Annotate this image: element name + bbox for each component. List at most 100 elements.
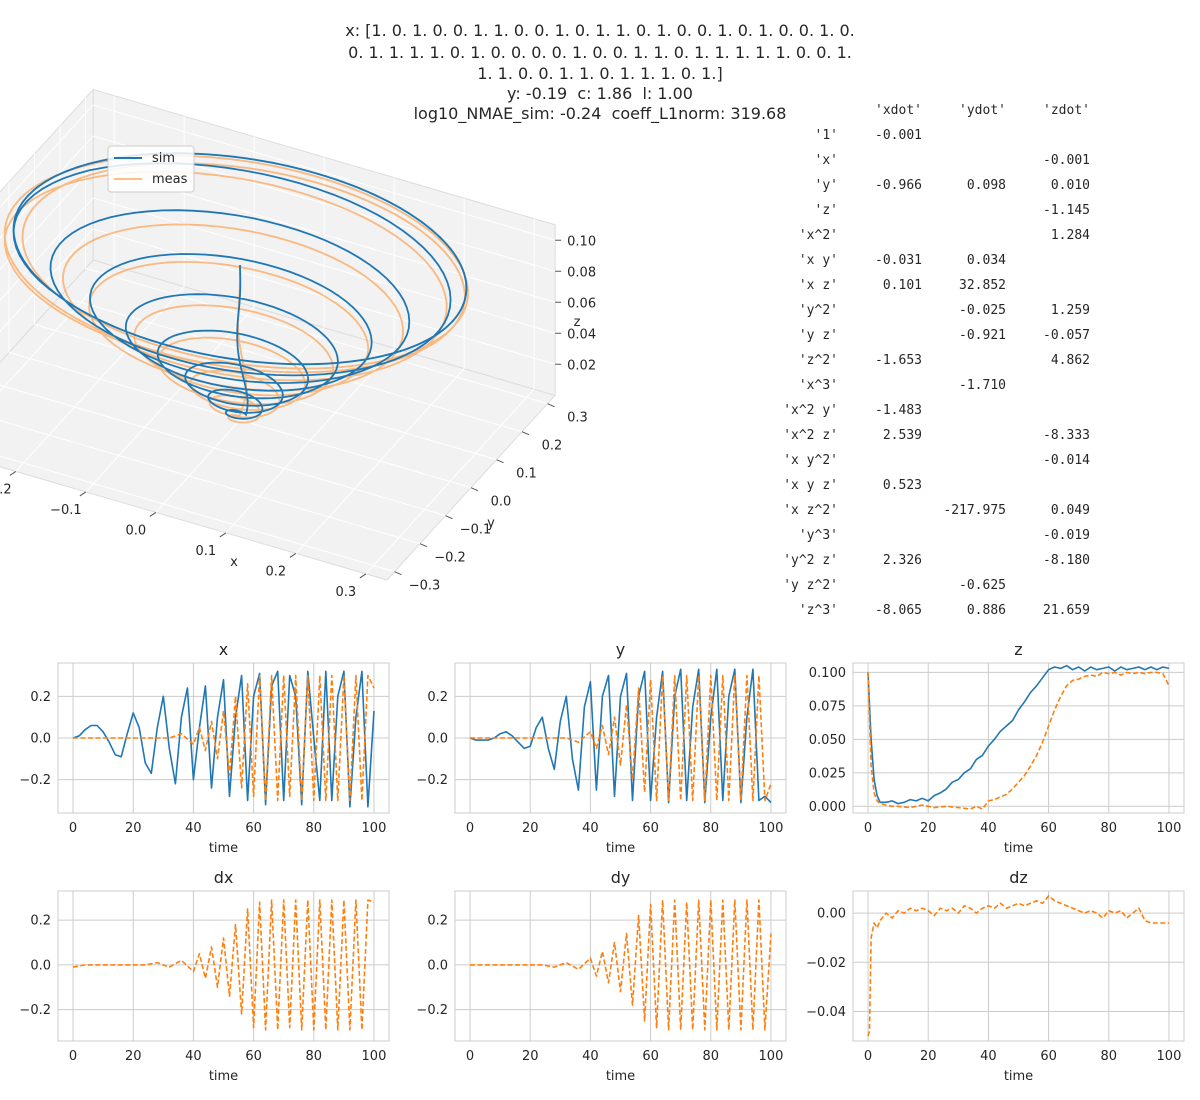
- coef-row: 'y^3' -0.019: [770, 523, 1090, 548]
- z3d-tick-label: 0.04: [567, 327, 596, 342]
- figure-title-line-2: 0. 1. 1. 1. 1. 0. 1. 0. 0. 0. 0. 1. 0. 0…: [348, 43, 852, 62]
- coef-value: -0.001: [875, 128, 922, 143]
- coef-row: 'y' -0.966 0.098 0.010: [770, 173, 1090, 198]
- figure-title-line-3: 1. 1. 0. 0. 1. 1. 0. 1. 1. 1. 0. 1.]: [477, 64, 723, 83]
- coef-row: 'z' -1.145: [770, 198, 1090, 223]
- series-line-meas-dz: [867, 895, 1169, 1037]
- coef-value: -1.653: [875, 353, 922, 368]
- coef-row: 'x' -0.001: [770, 148, 1090, 173]
- subplot-title-dx: dx: [214, 868, 234, 887]
- coef-term-label: 'z^3': [798, 603, 838, 618]
- series-line-meas-3d: [3, 154, 469, 424]
- y-tick-label-z: 0.100: [809, 666, 846, 681]
- y-tick-label-dx: −0.2: [19, 1003, 51, 1018]
- y-tick-label-x: 0.2: [30, 690, 51, 705]
- coef-header-zdot: 'zdot': [1043, 103, 1090, 118]
- axes-frame-z: [852, 662, 1185, 814]
- coef-value: -1.145: [1043, 203, 1090, 218]
- y-tick-label-dy: 0.0: [427, 958, 448, 973]
- z3d-axis-label: z: [574, 315, 581, 330]
- grid3d-y-floor: [0, 384, 446, 517]
- coef-row: 'y^2' -0.025 1.259: [770, 298, 1090, 323]
- axes-frame-x: [57, 662, 390, 814]
- x-tick-label-dy: 100: [759, 1049, 784, 1064]
- coef-term-label: 'y^2': [798, 303, 838, 318]
- coef-value: -1.710: [959, 378, 1006, 393]
- series-line-meas-z: [867, 671, 1170, 810]
- coef-term-label: 'x^2': [798, 228, 838, 243]
- coefficient-table: 'xdot' 'ydot' 'zdot' '1' -0.001'x' -0.001 '…: [770, 98, 1090, 623]
- x-tick-label-x: 0: [69, 821, 77, 836]
- y3d-tick-mark: [394, 571, 402, 576]
- x-tick-label-z: 60: [1040, 821, 1057, 836]
- coef-value: 4.862: [1050, 353, 1090, 368]
- x-axis-label-y: time: [606, 841, 635, 856]
- coef-value: -8.333: [1043, 428, 1090, 443]
- coef-value: 0.101: [882, 278, 922, 293]
- legend-label-sim: sim: [152, 151, 175, 166]
- x-axis-label-dy: time: [606, 1069, 635, 1084]
- x-tick-label-x: 40: [185, 821, 202, 836]
- z3d-tick-label: 0.02: [567, 358, 596, 373]
- coef-value: -8.180: [1043, 553, 1090, 568]
- x-axis-label-dz: time: [1004, 1069, 1033, 1084]
- x-tick-label-x: 100: [362, 821, 387, 836]
- subplot-title-y: y: [616, 640, 625, 659]
- x-tick-label-dz: 100: [1157, 1049, 1182, 1064]
- y-tick-label-dz: −0.02: [806, 956, 846, 971]
- axes-frame-dz: [852, 890, 1185, 1042]
- x-tick-label-z: 0: [864, 821, 872, 836]
- coef-term-label: 'x y^2': [783, 453, 838, 468]
- coef-value: -0.031: [875, 253, 922, 268]
- x-tick-label-z: 40: [980, 821, 997, 836]
- coef-value: 2.539: [882, 428, 922, 443]
- coef-value: -0.057: [1043, 328, 1090, 343]
- coef-header-row: 'xdot' 'ydot' 'zdot': [770, 98, 1090, 123]
- axes-frame-y: [454, 662, 787, 814]
- coef-term-label: 'z^2': [798, 353, 838, 368]
- x-tick-label-x: 20: [125, 821, 142, 836]
- grid3d-y-floor: [0, 420, 421, 545]
- y3d-tick-label: −0.1: [460, 523, 492, 538]
- x-tick-label-dz: 40: [980, 1049, 997, 1064]
- y-tick-label-z: 0.000: [809, 800, 846, 815]
- coef-header-xdot: 'xdot': [875, 103, 922, 118]
- x3d-tick-mark: [9, 470, 17, 476]
- z3d-tick-label: 0.08: [567, 265, 596, 280]
- coef-term-label: 'z': [814, 203, 838, 218]
- coef-value: -0.966: [875, 178, 922, 193]
- y-tick-label-dy: 0.2: [427, 914, 448, 929]
- x3d-tick-mark: [149, 511, 157, 517]
- subplot-title-z: z: [1014, 640, 1022, 659]
- coef-term-label: 'x z^2': [783, 503, 838, 518]
- x-axis-label-dx: time: [209, 1069, 238, 1084]
- coef-row: 'x y' -0.031 0.034: [770, 248, 1090, 273]
- coef-term-label: 'x^3': [798, 378, 838, 393]
- y3d-tick-label: −0.3: [409, 579, 441, 594]
- axes-frame-dx: [57, 890, 390, 1042]
- y-tick-label-x: −0.2: [19, 773, 51, 788]
- coef-term-label: 'x y': [798, 253, 838, 268]
- series-line-meas-dy: [470, 899, 772, 1031]
- grid3d-z-back: [93, 104, 556, 241]
- series-line-sim-x: [72, 670, 375, 808]
- coef-value: -8.065: [875, 603, 922, 618]
- x-tick-label-dz: 20: [920, 1049, 937, 1064]
- y-tick-label-y: −0.2: [416, 773, 448, 788]
- coef-term-label: '1': [814, 128, 838, 143]
- coef-value: 0.886: [966, 603, 1006, 618]
- subplot-title-dz: dz: [1009, 868, 1028, 887]
- coef-term-label: 'y^2 z': [783, 553, 838, 568]
- coef-term-label: 'x': [814, 153, 838, 168]
- coef-term-label: 'x z': [798, 278, 838, 293]
- z3d-tick-label: 0.06: [567, 296, 596, 311]
- coef-header-ydot: 'ydot': [959, 103, 1006, 118]
- x-tick-label-x: 60: [245, 821, 262, 836]
- y3d-tick-label: 0.2: [542, 439, 563, 454]
- x-tick-label-y: 60: [642, 821, 659, 836]
- coef-term-label: 'y z^2': [783, 578, 838, 593]
- coef-row: 'y^2 z' 2.326 -8.180: [770, 548, 1090, 573]
- coef-value: -0.014: [1043, 453, 1090, 468]
- x-tick-label-y: 40: [582, 821, 599, 836]
- x3d-tick-mark: [359, 573, 367, 579]
